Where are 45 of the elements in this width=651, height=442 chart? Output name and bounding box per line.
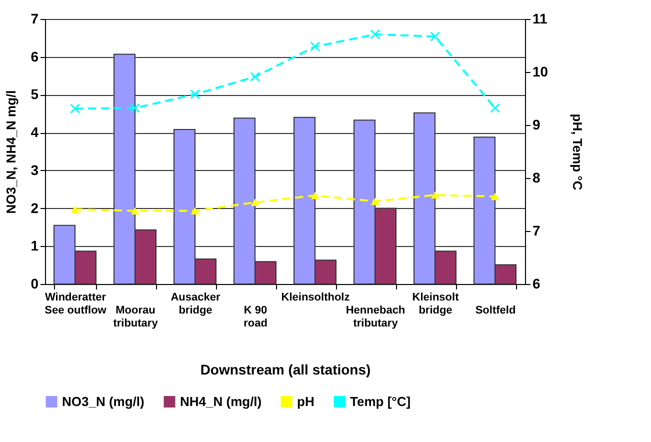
point — [70, 206, 80, 213]
point — [250, 72, 260, 82]
y2-tick-label: 8 — [532, 170, 540, 186]
y2-tick-label: 10 — [532, 64, 548, 80]
point — [250, 198, 260, 206]
y2-tick-label: 9 — [532, 116, 540, 132]
point — [370, 29, 380, 40]
point — [130, 207, 140, 214]
point — [130, 103, 140, 113]
y-tick-label: 2 — [30, 200, 39, 216]
point — [430, 32, 440, 42]
x-tick-label: Winderatter See outflow — [44, 292, 107, 316]
y2-tick-label: 11 — [532, 10, 548, 26]
point — [370, 198, 380, 205]
point — [190, 207, 200, 214]
y2-tick-label: 6 — [532, 276, 540, 292]
x-axis-title: Downstream (all stations) — [200, 362, 371, 378]
x-tick-label: Hennebach tributary — [346, 304, 406, 330]
y-tick-label: 4 — [30, 124, 39, 140]
y-tick-label: 6 — [30, 48, 39, 64]
legend-label: Temp [°C] — [350, 394, 411, 409]
point — [430, 191, 440, 199]
y-tick-label: 1 — [30, 238, 39, 254]
x-tick-label: Moorau tributary — [113, 304, 159, 330]
point — [310, 192, 320, 200]
y-tick-label: 0 — [30, 276, 39, 292]
point — [490, 192, 500, 200]
legend-label: NO3_N (mg/l) — [62, 394, 144, 409]
x-tick-label: Ausacker bridge — [170, 292, 221, 316]
y2-axis-title: pH, Temp °C — [570, 114, 586, 191]
x-tick-label: Kleinsoltholz — [281, 292, 350, 304]
point — [70, 104, 80, 114]
y2-tick-label: 7 — [532, 222, 540, 238]
y-tick-label: 5 — [30, 86, 39, 102]
y-tick-label: 3 — [30, 162, 39, 178]
y-axis-title: NO3_N, NH4_N mg/l — [4, 90, 19, 214]
point — [190, 89, 200, 100]
x-tick-label: Soltfeld — [475, 304, 516, 316]
legend-label: NH4_N (mg/l) — [180, 394, 262, 409]
x-tick-label: K 90 road — [244, 304, 268, 330]
point — [490, 103, 500, 113]
x-tick-label: Kleinsolt bridge — [412, 292, 460, 316]
point — [310, 42, 320, 52]
y-tick-label: 7 — [30, 10, 39, 26]
legend-label: pH — [297, 394, 314, 409]
